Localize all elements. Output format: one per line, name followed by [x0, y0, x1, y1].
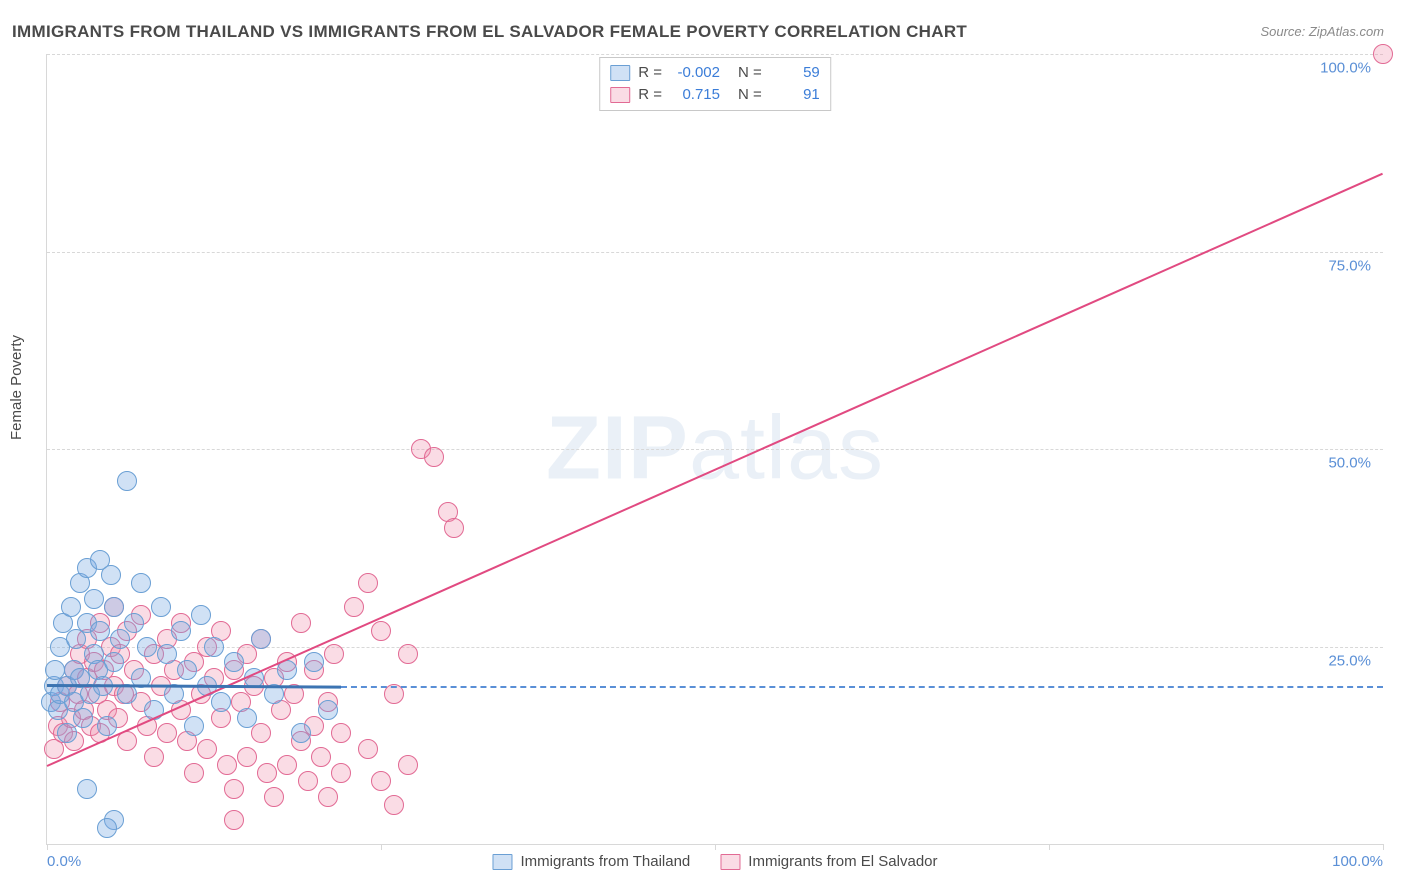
trend-line-series2 [47, 173, 1384, 767]
data-point-series1 [171, 621, 191, 641]
x-tick-label: 0.0% [47, 853, 81, 870]
data-point-series2 [358, 739, 378, 759]
data-point-series2 [277, 755, 297, 775]
data-point-series2 [224, 810, 244, 830]
data-point-series1 [97, 818, 117, 838]
x-tick-mark [715, 844, 716, 850]
gridline-h [47, 54, 1383, 55]
data-point-series1 [97, 716, 117, 736]
data-point-series2 [331, 723, 351, 743]
gridline-h [47, 252, 1383, 253]
x-tick-label: 100.0% [1332, 853, 1383, 870]
data-point-series1 [177, 660, 197, 680]
y-tick-label: 50.0% [1328, 455, 1371, 472]
data-point-series1 [191, 605, 211, 625]
data-point-series2 [358, 573, 378, 593]
data-point-series2 [224, 779, 244, 799]
data-point-series2 [184, 763, 204, 783]
data-point-series2 [424, 447, 444, 467]
data-point-series1 [73, 708, 93, 728]
data-point-series1 [84, 589, 104, 609]
x-tick-mark [1383, 844, 1384, 850]
data-point-series1 [137, 637, 157, 657]
data-point-series1 [151, 597, 171, 617]
data-point-series1 [184, 716, 204, 736]
data-point-series1 [304, 652, 324, 672]
legend-label-series2: Immigrants from El Salvador [748, 853, 937, 870]
data-point-series2 [398, 644, 418, 664]
stats-panel: R = -0.002 N = 59 R = 0.715 N = 91 [599, 57, 831, 111]
x-tick-mark [1049, 844, 1050, 850]
swatch-series1 [492, 854, 512, 870]
data-point-series1 [124, 613, 144, 633]
data-point-series1 [211, 692, 231, 712]
data-point-series2 [1373, 44, 1393, 64]
data-point-series1 [157, 644, 177, 664]
data-point-series2 [264, 787, 284, 807]
data-point-series1 [90, 621, 110, 641]
swatch-series1 [610, 65, 630, 81]
data-point-series1 [104, 597, 124, 617]
swatch-series2 [720, 854, 740, 870]
trend-line-series1-extension [341, 686, 1383, 688]
x-tick-mark [47, 844, 48, 850]
data-point-series1 [204, 637, 224, 657]
data-point-series2 [291, 613, 311, 633]
y-tick-label: 25.0% [1328, 652, 1371, 669]
data-point-series2 [318, 787, 338, 807]
y-axis-label: Female Poverty [8, 335, 25, 440]
data-point-series2 [371, 771, 391, 791]
data-point-series2 [251, 723, 271, 743]
data-point-series1 [104, 652, 124, 672]
data-point-series1 [237, 708, 257, 728]
data-point-series2 [197, 739, 217, 759]
data-point-series2 [298, 771, 318, 791]
data-point-series2 [324, 644, 344, 664]
data-point-series1 [291, 723, 311, 743]
data-point-series2 [144, 747, 164, 767]
data-point-series2 [398, 755, 418, 775]
gridline-h [47, 449, 1383, 450]
data-point-series2 [444, 518, 464, 538]
data-point-series2 [257, 763, 277, 783]
source-label: Source: ZipAtlas.com [1260, 24, 1384, 39]
y-tick-label: 75.0% [1328, 257, 1371, 274]
swatch-series2 [610, 87, 630, 103]
data-point-series1 [101, 565, 121, 585]
legend: Immigrants from Thailand Immigrants from… [492, 853, 937, 870]
data-point-series1 [131, 573, 151, 593]
data-point-series1 [117, 471, 137, 491]
data-point-series1 [318, 700, 338, 720]
x-tick-mark [381, 844, 382, 850]
chart-title: IMMIGRANTS FROM THAILAND VS IMMIGRANTS F… [12, 22, 967, 42]
data-point-series2 [217, 755, 237, 775]
data-point-series1 [110, 629, 130, 649]
data-point-series1 [77, 779, 97, 799]
stats-row-series2: R = 0.715 N = 91 [610, 84, 820, 106]
scatter-plot-area: ZIPatlas R = -0.002 N = 59 R = 0.715 N =… [46, 54, 1383, 845]
legend-label-series1: Immigrants from Thailand [520, 853, 690, 870]
y-tick-label: 100.0% [1320, 60, 1371, 77]
data-point-series1 [251, 629, 271, 649]
data-point-series2 [311, 747, 331, 767]
data-point-series1 [224, 652, 244, 672]
data-point-series2 [157, 723, 177, 743]
data-point-series1 [57, 723, 77, 743]
data-point-series2 [371, 621, 391, 641]
data-point-series2 [384, 795, 404, 815]
data-point-series1 [61, 597, 81, 617]
data-point-series2 [331, 763, 351, 783]
data-point-series2 [237, 747, 257, 767]
stats-row-series1: R = -0.002 N = 59 [610, 62, 820, 84]
data-point-series2 [344, 597, 364, 617]
